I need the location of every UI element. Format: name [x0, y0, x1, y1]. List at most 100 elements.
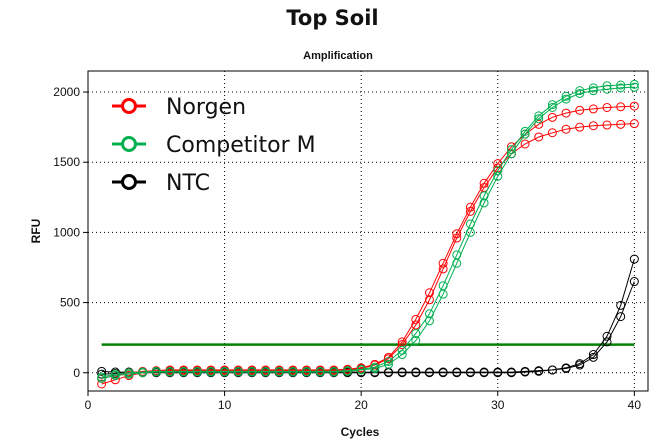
data-point: [588, 83, 598, 93]
data-point: [274, 366, 284, 376]
data-point: [616, 83, 626, 93]
data-point: [616, 119, 626, 129]
data-point: [588, 86, 598, 96]
data-point: [383, 357, 393, 367]
data-point: [356, 364, 366, 374]
data-point: [479, 198, 489, 208]
data-point: [616, 300, 626, 310]
series-ntc-5: [97, 254, 639, 379]
data-point: [233, 366, 243, 376]
y-tick-label: 1000: [53, 225, 80, 239]
data-point: [520, 126, 530, 136]
data-point: [561, 108, 571, 118]
data-point: [151, 366, 161, 376]
data-point: [534, 366, 544, 376]
data-point: [575, 122, 585, 132]
data-point: [602, 120, 612, 130]
data-point: [506, 142, 516, 152]
data-point: [438, 281, 448, 291]
series-line: [101, 281, 635, 373]
x-tick-label: 10: [218, 398, 232, 412]
data-point: [302, 366, 312, 376]
data-point: [547, 112, 557, 122]
data-point: [343, 366, 353, 376]
y-tick-label: 0: [73, 366, 80, 380]
data-point: [452, 229, 462, 239]
series-competitor-m-3: [97, 79, 639, 382]
y-axis-title: RFU: [29, 219, 43, 244]
x-tick-label: 40: [628, 398, 642, 412]
data-point: [629, 119, 639, 129]
data-point: [575, 88, 585, 98]
legend-label: Norgen: [166, 95, 246, 120]
data-point: [438, 258, 448, 268]
x-axis-title: Cycles: [341, 425, 380, 439]
data-point: [424, 368, 434, 378]
data-point: [247, 366, 257, 376]
x-tick-label: 0: [85, 398, 92, 412]
data-point: [588, 350, 598, 360]
data-point: [110, 369, 120, 379]
chart-title: Top Soil: [286, 6, 379, 30]
x-tick-label: 20: [354, 398, 368, 412]
data-point: [520, 139, 530, 149]
data-point: [179, 366, 189, 376]
data-point: [629, 82, 639, 92]
series-line: [101, 83, 635, 378]
data-point: [520, 129, 530, 139]
data-point: [629, 277, 639, 287]
data-point: [465, 368, 475, 378]
data-point: [602, 81, 612, 91]
data-point: [534, 114, 544, 124]
data-point: [383, 359, 393, 369]
data-point: [465, 202, 475, 212]
data-point: [397, 368, 407, 378]
data-point: [220, 366, 230, 376]
data-point: [561, 91, 571, 101]
data-point: [438, 368, 448, 378]
data-point: [165, 366, 175, 376]
legend-swatch-marker: [121, 136, 137, 152]
data-point: [588, 104, 598, 114]
legend-label: NTC: [166, 171, 210, 196]
data-point: [206, 366, 216, 376]
data-point: [329, 366, 339, 376]
data-point: [261, 366, 271, 376]
data-point: [547, 128, 557, 138]
data-point: [561, 124, 571, 134]
series-line: [101, 123, 635, 385]
data-point: [493, 166, 503, 176]
data-point: [493, 368, 503, 378]
data-point: [616, 102, 626, 112]
chart-subtitle: Amplification: [303, 50, 373, 62]
data-point: [411, 335, 421, 345]
data-point: [616, 80, 626, 90]
series-line: [101, 86, 635, 379]
data-point: [575, 105, 585, 115]
data-point: [616, 312, 626, 322]
legend-swatch-marker: [121, 174, 137, 190]
data-point: [534, 111, 544, 121]
data-point: [124, 368, 134, 378]
data-point: [479, 368, 489, 378]
data-point: [629, 79, 639, 89]
data-point: [438, 264, 448, 274]
data-point: [315, 366, 325, 376]
data-point: [479, 191, 489, 201]
data-point: [192, 366, 202, 376]
data-point: [397, 345, 407, 355]
data-point: [138, 367, 148, 377]
data-point: [97, 366, 107, 376]
data-point: [561, 363, 571, 373]
data-point: [506, 368, 516, 378]
data-point: [479, 178, 489, 188]
legend: Norgen Competitor M NTC: [112, 95, 316, 196]
data-point: [411, 368, 421, 378]
data-point: [288, 366, 298, 376]
data-point: [629, 254, 639, 264]
series-line: [101, 258, 635, 375]
legend-label: Competitor M: [166, 133, 316, 158]
series-layer: [97, 79, 639, 389]
data-point: [424, 309, 434, 319]
